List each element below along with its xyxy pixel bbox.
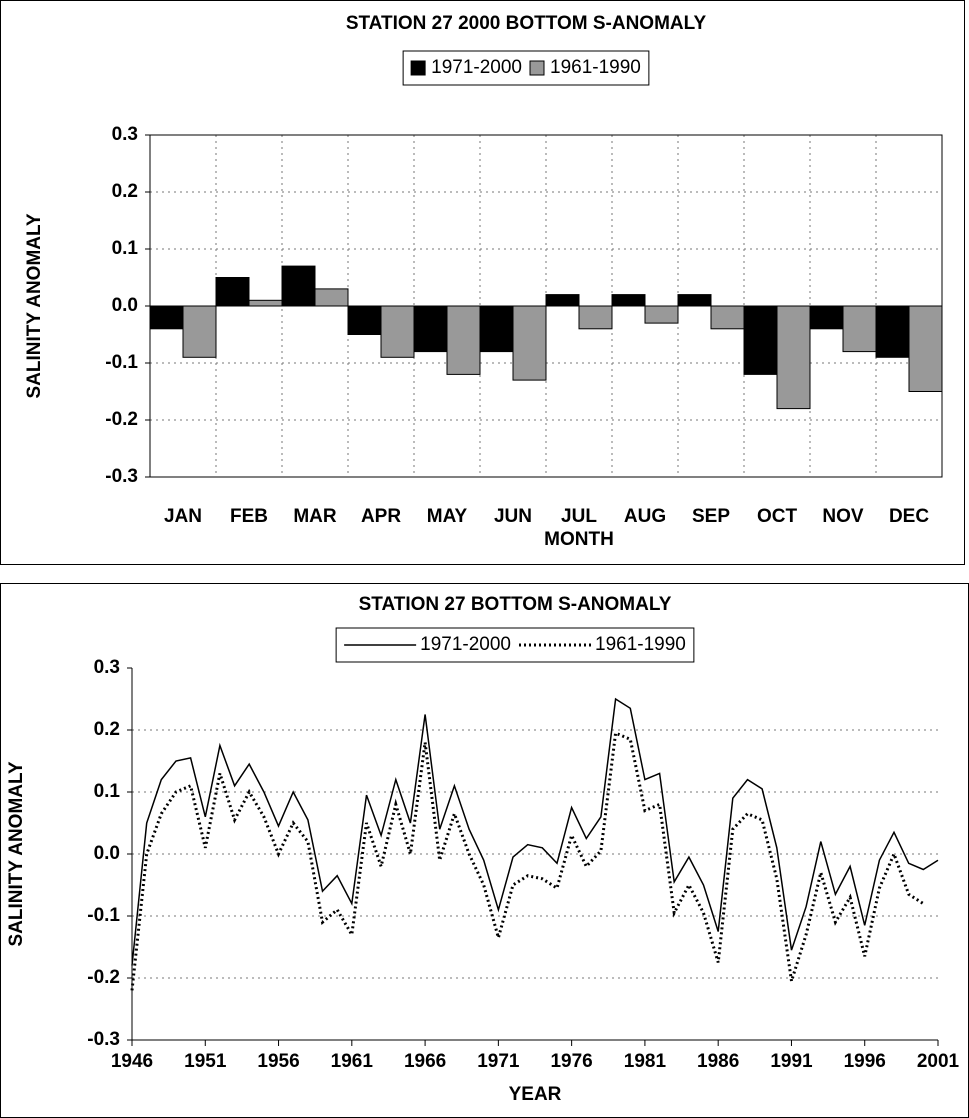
y-tick-label: -0.2	[87, 967, 120, 988]
x-tick-label: DEC	[889, 506, 929, 527]
x-tick-label: 1981	[624, 1051, 667, 1072]
bar	[182, 305, 217, 358]
legend-swatch	[410, 60, 426, 76]
bar	[710, 305, 745, 330]
bar	[578, 305, 613, 330]
bar	[677, 294, 712, 307]
x-tick-label: 1946	[111, 1051, 153, 1072]
x-tick-label: APR	[361, 506, 401, 527]
y-tick-label: -0.1	[87, 905, 120, 926]
x-tick-label: 1961	[331, 1051, 374, 1072]
bar	[611, 294, 646, 307]
chart-title: STATION 27 BOTTOM S-ANOMALY	[359, 594, 672, 615]
y-tick-label: -0.2	[105, 409, 138, 430]
x-tick-label: MAY	[427, 506, 468, 527]
y-axis-label: SALINITY ANOMALY	[24, 213, 45, 398]
bar	[842, 305, 877, 353]
legend-label: 1971-2000	[431, 57, 522, 78]
x-tick-label: JAN	[164, 506, 202, 527]
x-tick-label: OCT	[757, 506, 798, 527]
bar	[314, 288, 349, 307]
line-series	[131, 697, 939, 966]
x-tick-label: 1956	[257, 1051, 299, 1072]
plot-frame	[149, 134, 943, 478]
bar	[446, 305, 481, 375]
x-tick-label: 1991	[770, 1051, 813, 1072]
y-tick-label: 0.1	[112, 238, 139, 259]
bar	[908, 305, 943, 392]
x-axis-label: YEAR	[509, 1084, 562, 1105]
y-tick-label: 0.0	[112, 295, 138, 316]
bar	[875, 305, 910, 358]
y-tick-label: 0.0	[94, 843, 120, 864]
bar	[215, 277, 250, 307]
x-tick-label: JUL	[561, 506, 597, 527]
bar	[149, 305, 184, 330]
y-tick-label: -0.3	[105, 466, 138, 487]
y-tick-label: 0.3	[94, 657, 120, 678]
bar	[545, 294, 580, 307]
x-tick-label: 1966	[404, 1051, 446, 1072]
y-tick-label: 0.2	[94, 719, 120, 740]
chart-title: STATION 27 2000 BOTTOM S-ANOMALY	[346, 13, 707, 34]
x-tick-label: AUG	[624, 506, 666, 527]
y-tick-label: 0.3	[112, 124, 138, 145]
legend-label: 1961-1990	[595, 634, 686, 655]
bar	[644, 305, 679, 324]
bar	[248, 299, 283, 307]
y-axis-label: SALINITY ANOMALY	[6, 761, 27, 946]
bar	[347, 305, 382, 335]
legend-label: 1971-2000	[420, 634, 511, 655]
x-tick-label: 1976	[550, 1051, 592, 1072]
legend-label: 1961-1990	[550, 57, 641, 78]
x-tick-label: 1971	[477, 1051, 520, 1072]
bar	[776, 305, 811, 410]
line-series	[130, 730, 925, 991]
bar	[479, 305, 514, 353]
y-tick-label: 0.1	[94, 781, 121, 802]
bar	[413, 305, 448, 353]
x-tick-label: FEB	[230, 506, 268, 527]
x-tick-label: JUN	[494, 506, 532, 527]
x-tick-label: 1951	[184, 1051, 227, 1072]
y-tick-label: -0.3	[87, 1029, 120, 1050]
x-tick-label: 1986	[697, 1051, 739, 1072]
x-tick-label: SEP	[692, 506, 730, 527]
x-tick-label: 2001	[917, 1051, 960, 1072]
x-tick-label: 1996	[844, 1051, 886, 1072]
bar	[809, 305, 844, 330]
legend-swatch	[529, 60, 545, 76]
bar	[281, 265, 316, 307]
y-tick-label: 0.2	[112, 181, 138, 202]
chart-frame	[0, 0, 965, 565]
x-axis-label: MONTH	[544, 529, 614, 550]
bar	[512, 305, 547, 381]
y-tick-label: -0.1	[105, 352, 138, 373]
legend	[402, 50, 650, 86]
x-tick-label: NOV	[822, 506, 864, 527]
x-tick-label: MAR	[293, 506, 337, 527]
bar	[743, 305, 778, 375]
bar	[380, 305, 415, 358]
